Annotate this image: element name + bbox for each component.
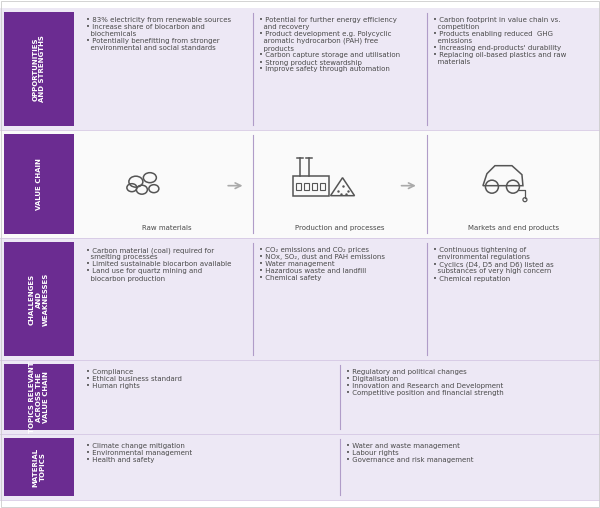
Text: • Regulatory and political changes
• Digitalisation
• Innovation and Research an: • Regulatory and political changes • Dig… (346, 369, 504, 396)
Bar (0, 8, 600, 130)
Text: • 83% electricity from renewable sources
• Increase share of biocarbon and
  bio: • 83% electricity from renewable sources… (86, 17, 231, 51)
Bar (0, 238, 600, 360)
Bar (296, 183, 301, 189)
Text: • Continuous tightening of
  environmental regulations
• Cyclics (D4, D5 and D6): • Continuous tightening of environmental… (433, 247, 553, 281)
Text: MATERIAL
TOPICS: MATERIAL TOPICS (32, 448, 46, 487)
Bar (4, 12, 74, 126)
Bar (4, 364, 74, 430)
Bar (0, 130, 600, 238)
Text: • Water and waste management
• Labour rights
• Governance and risk management: • Water and waste management • Labour ri… (346, 443, 473, 463)
Text: • CO₂ emissions and CO₂ prices
• NOx, SO₂, dust and PAH emissions
• Water manage: • CO₂ emissions and CO₂ prices • NOx, SO… (259, 247, 385, 281)
Bar (320, 183, 325, 189)
Bar (304, 183, 309, 189)
Text: Raw materials: Raw materials (142, 225, 191, 231)
Text: • Climate change mitigation
• Environmental management
• Health and safety: • Climate change mitigation • Environmen… (86, 443, 192, 463)
Text: • Compliance
• Ethical business standard
• Human rights: • Compliance • Ethical business standard… (86, 369, 182, 389)
Bar (293, 176, 329, 196)
Text: Markets and end products: Markets and end products (468, 225, 559, 231)
Bar (4, 242, 74, 356)
Bar (311, 183, 317, 189)
Text: CHALLENGES
AND
WEAKNESSES: CHALLENGES AND WEAKNESSES (29, 272, 49, 326)
Bar (4, 134, 74, 234)
Text: • Carbon footprint in value chain vs.
  competition
• Products enabling reduced : • Carbon footprint in value chain vs. co… (433, 17, 566, 65)
Bar (0, 434, 600, 500)
Bar (0, 360, 600, 434)
Text: OPPORTUNITIES
AND STRENGTHS: OPPORTUNITIES AND STRENGTHS (32, 36, 46, 103)
Text: • Potential for further energy efficiency
  and recovery
• Product development e: • Potential for further energy efficienc… (259, 17, 400, 73)
Bar (4, 438, 74, 496)
Text: VALUE CHAIN: VALUE CHAIN (36, 158, 42, 210)
Text: • Carbon material (coal) required for
  smelting processes
• Limited sustainable: • Carbon material (coal) required for sm… (86, 247, 232, 281)
Text: TOPICS RELEVANT
ACROSS THE
VALUE CHAIN: TOPICS RELEVANT ACROSS THE VALUE CHAIN (29, 361, 49, 433)
Text: Production and processes: Production and processes (295, 225, 385, 231)
